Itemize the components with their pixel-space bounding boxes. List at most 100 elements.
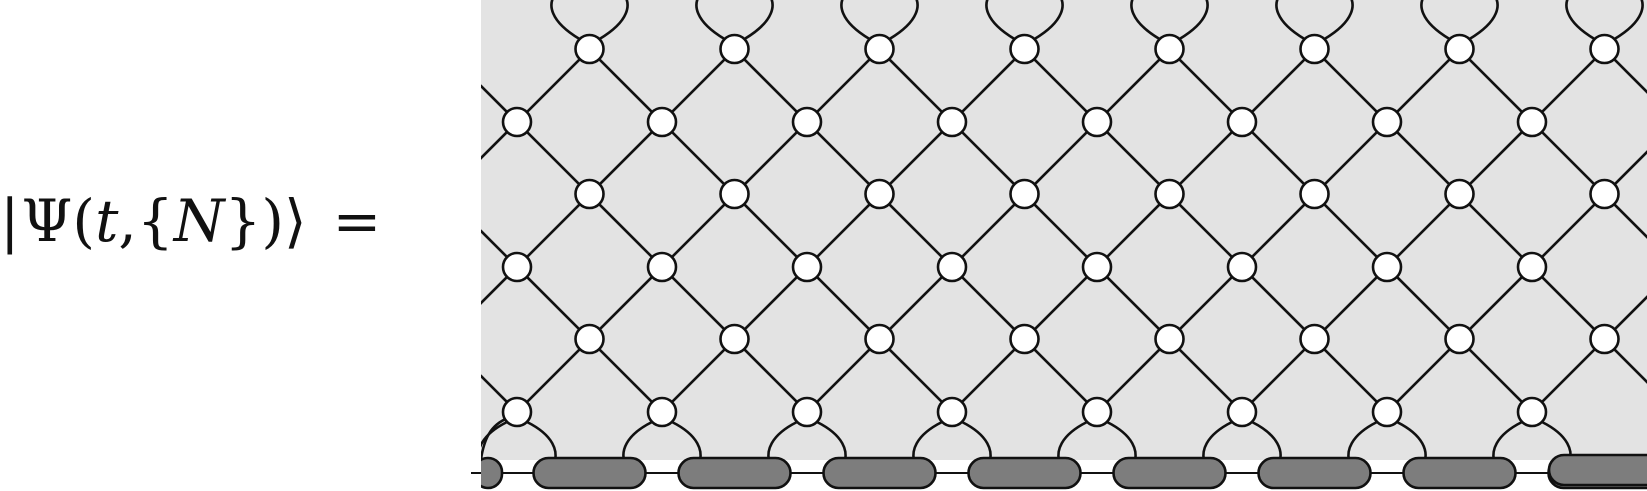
diagonal-edge xyxy=(1530,295,1647,412)
top-arc xyxy=(1613,0,1644,41)
tensor-node xyxy=(864,323,895,355)
brace-open: { xyxy=(136,187,174,255)
equals-sign: = xyxy=(332,187,382,255)
ket-open-bar: | xyxy=(0,187,20,255)
bottom-block xyxy=(1112,456,1227,490)
top-arc xyxy=(1130,0,1161,41)
comma: , xyxy=(118,187,137,255)
top-arc xyxy=(743,0,774,41)
tensor-node xyxy=(936,396,968,428)
network-background-panel xyxy=(481,0,1647,460)
diagonal-edge xyxy=(1240,49,1607,412)
bottom-block xyxy=(1547,453,1647,487)
tensor-node xyxy=(1009,178,1040,210)
diagonal-edge xyxy=(1022,49,1389,412)
tensor-node xyxy=(646,106,678,138)
diagonal-edge xyxy=(805,49,1172,412)
tensor-node xyxy=(1371,251,1403,283)
diagonal-edge xyxy=(481,84,809,412)
tensor-node xyxy=(1516,251,1548,283)
tensor-node xyxy=(1516,396,1548,428)
tensor-node xyxy=(501,251,533,283)
top-arc xyxy=(1420,0,1451,41)
paren-open: ( xyxy=(72,187,96,255)
tensor-node xyxy=(501,396,533,428)
tensor-node xyxy=(1371,396,1403,428)
tensor-node xyxy=(1081,106,1113,138)
network-edges xyxy=(481,49,1647,412)
top-arc xyxy=(550,0,581,41)
tensor-node xyxy=(574,323,605,355)
time-variable: t xyxy=(95,187,119,255)
tensor-node xyxy=(1299,33,1330,65)
paren-close: ) xyxy=(261,187,285,255)
tensor-node xyxy=(864,33,895,65)
ket-close-angle: ⟩ xyxy=(284,187,307,255)
tensor-node xyxy=(1081,251,1113,283)
tensor-node xyxy=(1009,33,1040,65)
diagonal-edge xyxy=(1312,49,1647,384)
tensor-node xyxy=(1226,396,1258,428)
top-arc xyxy=(1033,0,1064,41)
tensor-node xyxy=(791,251,823,283)
diagonal-edge xyxy=(515,49,882,412)
tensor-node xyxy=(1299,323,1330,355)
top-arc xyxy=(1275,0,1306,41)
bottom-arc xyxy=(481,416,509,460)
diagonal-edge xyxy=(732,49,1099,412)
tensor-node xyxy=(574,178,605,210)
tensor-node xyxy=(791,396,823,428)
tensor-node xyxy=(719,323,750,355)
tensor-node xyxy=(791,106,823,138)
bottom-block xyxy=(1402,456,1517,490)
bottom-block xyxy=(822,456,937,490)
tensor-node xyxy=(501,106,533,138)
tensor-node xyxy=(936,106,968,138)
tensor-node xyxy=(1299,178,1330,210)
diagonal-edge xyxy=(1385,150,1647,412)
top-arc xyxy=(985,0,1016,41)
tensor-node xyxy=(1081,396,1113,428)
script-n-symbol: N xyxy=(173,187,225,255)
tensor-node xyxy=(936,251,968,283)
diagonal-edge xyxy=(481,49,592,160)
bottom-block xyxy=(677,456,792,490)
diagonal-edge xyxy=(877,49,1244,412)
tensor-node xyxy=(1516,106,1548,138)
bottom-arc xyxy=(481,420,508,449)
tensor-node xyxy=(1009,323,1040,355)
tensor-node xyxy=(1589,178,1620,210)
top-arc xyxy=(888,0,919,41)
tensor-node xyxy=(719,178,750,210)
tensor-node xyxy=(1589,33,1620,65)
tensor-node xyxy=(1444,178,1475,210)
brace-close: } xyxy=(224,187,262,255)
top-arc xyxy=(1468,0,1499,41)
tensor-node xyxy=(1226,251,1258,283)
diagonal-edge xyxy=(481,49,737,305)
bottom-block xyxy=(532,456,647,490)
tensor-node xyxy=(1589,323,1620,355)
network-nodes xyxy=(501,33,1620,428)
tensor-node xyxy=(1226,106,1258,138)
tensor-node xyxy=(1154,178,1185,210)
diagonal-edge xyxy=(950,49,1317,412)
tensor-node xyxy=(1154,33,1185,65)
tensor-node xyxy=(1371,106,1403,138)
top-arc xyxy=(840,0,871,41)
top-arc xyxy=(598,0,629,41)
diagonal-edge xyxy=(481,229,664,412)
bottom-block xyxy=(1257,456,1372,490)
tensor-node xyxy=(646,251,678,283)
tensor-node xyxy=(1444,323,1475,355)
psi-symbol: Ψ xyxy=(21,187,73,255)
top-arc xyxy=(695,0,726,41)
network-arcs xyxy=(481,0,1644,461)
bottom-blocks xyxy=(481,453,1647,490)
tensor-node xyxy=(864,178,895,210)
top-arc xyxy=(1323,0,1354,41)
top-arc xyxy=(1178,0,1209,41)
tensor-node xyxy=(574,33,605,65)
wavefunction-formula: | Ψ ( t , { N } ) ⟩ = xyxy=(0,176,420,266)
